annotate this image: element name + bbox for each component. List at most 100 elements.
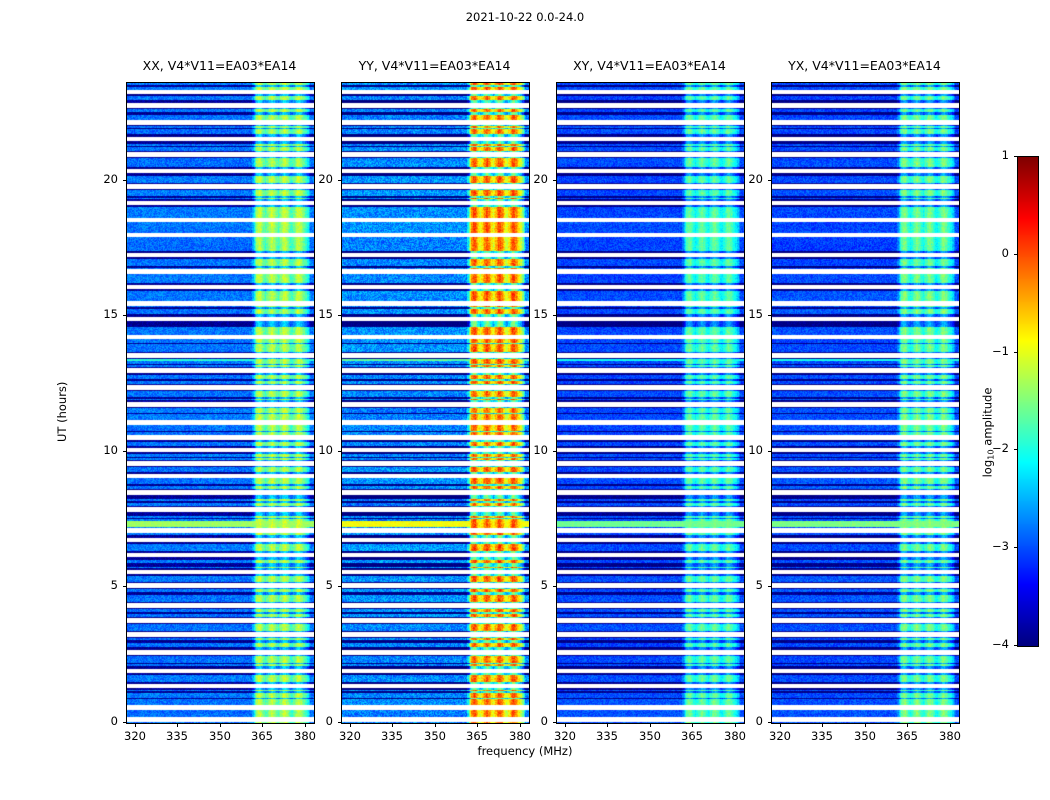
x-tick-label: 320 <box>339 729 361 743</box>
panel-title-3: YX, V4*V11=EA03*EA14 <box>788 58 941 73</box>
x-tick-label: 320 <box>554 729 576 743</box>
y-tick-label: 5 <box>755 578 763 592</box>
x-tick-mark <box>477 723 478 727</box>
x-tick-mark <box>692 723 693 727</box>
x-tick-mark <box>220 723 221 727</box>
x-tick-mark <box>950 723 951 727</box>
spectrogram-panel-2[interactable] <box>556 82 745 724</box>
x-tick-mark <box>780 723 781 727</box>
y-tick-mark <box>552 315 556 316</box>
y-tick-mark <box>122 451 126 452</box>
colorbar-tick-mark <box>1013 547 1017 548</box>
x-tick-mark <box>177 723 178 727</box>
y-tick-label: 20 <box>748 172 763 186</box>
y-tick-mark <box>337 451 341 452</box>
x-tick-mark <box>822 723 823 727</box>
y-tick-mark <box>122 722 126 723</box>
y-tick-label: 10 <box>318 443 333 457</box>
y-tick-mark <box>122 586 126 587</box>
x-tick-mark <box>435 723 436 727</box>
y-tick-label: 10 <box>748 443 763 457</box>
x-tick-mark <box>607 723 608 727</box>
spectrogram-panel-1[interactable] <box>341 82 530 724</box>
x-tick-label: 350 <box>424 729 446 743</box>
y-tick-label: 10 <box>103 443 118 457</box>
y-tick-mark <box>767 722 771 723</box>
y-tick-mark <box>122 315 126 316</box>
y-tick-label: 20 <box>103 172 118 186</box>
x-tick-mark <box>305 723 306 727</box>
y-tick-mark <box>767 315 771 316</box>
x-tick-label: 380 <box>724 729 746 743</box>
y-tick-mark <box>552 722 556 723</box>
colorbar-tick-label: −4 <box>992 637 1009 651</box>
colorbar-tick-label: −3 <box>992 539 1009 553</box>
x-tick-label: 380 <box>939 729 961 743</box>
x-axis-label: frequency (MHz) <box>477 744 573 758</box>
x-tick-label: 335 <box>381 729 403 743</box>
y-tick-label: 5 <box>540 578 548 592</box>
panel-title-2: XY, V4*V11=EA03*EA14 <box>573 58 726 73</box>
colorbar-tick-mark <box>1013 645 1017 646</box>
x-tick-label: 380 <box>294 729 316 743</box>
x-tick-label: 335 <box>166 729 188 743</box>
spectrogram-panel-3[interactable] <box>771 82 960 724</box>
colorbar-tick-mark <box>1013 352 1017 353</box>
y-tick-label: 15 <box>103 307 118 321</box>
colorbar-tick-mark <box>1013 449 1017 450</box>
y-tick-label: 15 <box>533 307 548 321</box>
y-tick-mark <box>337 180 341 181</box>
y-tick-label: 15 <box>748 307 763 321</box>
colorbar-tick-label: 0 <box>1001 246 1009 260</box>
figure-suptitle: 2021-10-22 0.0-24.0 <box>465 10 585 24</box>
x-tick-mark <box>392 723 393 727</box>
y-tick-label: 15 <box>318 307 333 321</box>
y-tick-mark <box>552 451 556 452</box>
x-tick-label: 380 <box>509 729 531 743</box>
x-tick-mark <box>907 723 908 727</box>
y-tick-mark <box>337 722 341 723</box>
y-tick-label: 20 <box>318 172 333 186</box>
y-tick-mark <box>337 586 341 587</box>
y-tick-label: 20 <box>533 172 548 186</box>
x-tick-label: 335 <box>811 729 833 743</box>
x-tick-label: 365 <box>466 729 488 743</box>
y-tick-label: 0 <box>540 714 548 728</box>
x-tick-label: 350 <box>639 729 661 743</box>
y-tick-mark <box>337 315 341 316</box>
x-tick-mark <box>520 723 521 727</box>
colorbar-tick-label: −2 <box>992 441 1009 455</box>
x-tick-label: 320 <box>769 729 791 743</box>
colorbar-label-text: log10 amplitude <box>980 387 996 478</box>
x-tick-label: 365 <box>681 729 703 743</box>
colorbar-label: log10 amplitude <box>980 337 996 478</box>
y-tick-mark <box>767 180 771 181</box>
spectrogram-panel-0[interactable] <box>126 82 315 724</box>
colorbar-tick-label: −1 <box>992 344 1009 358</box>
x-tick-mark <box>865 723 866 727</box>
y-tick-label: 5 <box>325 578 333 592</box>
x-tick-label: 335 <box>596 729 618 743</box>
colorbar[interactable] <box>1017 156 1039 647</box>
y-tick-label: 5 <box>110 578 118 592</box>
x-tick-label: 350 <box>854 729 876 743</box>
x-tick-label: 320 <box>124 729 146 743</box>
x-tick-label: 365 <box>896 729 918 743</box>
colorbar-tick-label: 1 <box>1001 148 1009 162</box>
x-tick-mark <box>262 723 263 727</box>
x-tick-mark <box>350 723 351 727</box>
colorbar-tick-mark <box>1013 156 1017 157</box>
y-tick-mark <box>767 586 771 587</box>
x-tick-mark <box>565 723 566 727</box>
x-tick-label: 350 <box>209 729 231 743</box>
y-tick-mark <box>552 180 556 181</box>
x-tick-mark <box>135 723 136 727</box>
y-tick-mark <box>122 180 126 181</box>
panel-title-1: YY, V4*V11=EA03*EA14 <box>358 58 511 73</box>
y-tick-label: 0 <box>325 714 333 728</box>
x-tick-label: 365 <box>251 729 273 743</box>
y-tick-label: 10 <box>533 443 548 457</box>
x-tick-mark <box>650 723 651 727</box>
x-tick-mark <box>735 723 736 727</box>
